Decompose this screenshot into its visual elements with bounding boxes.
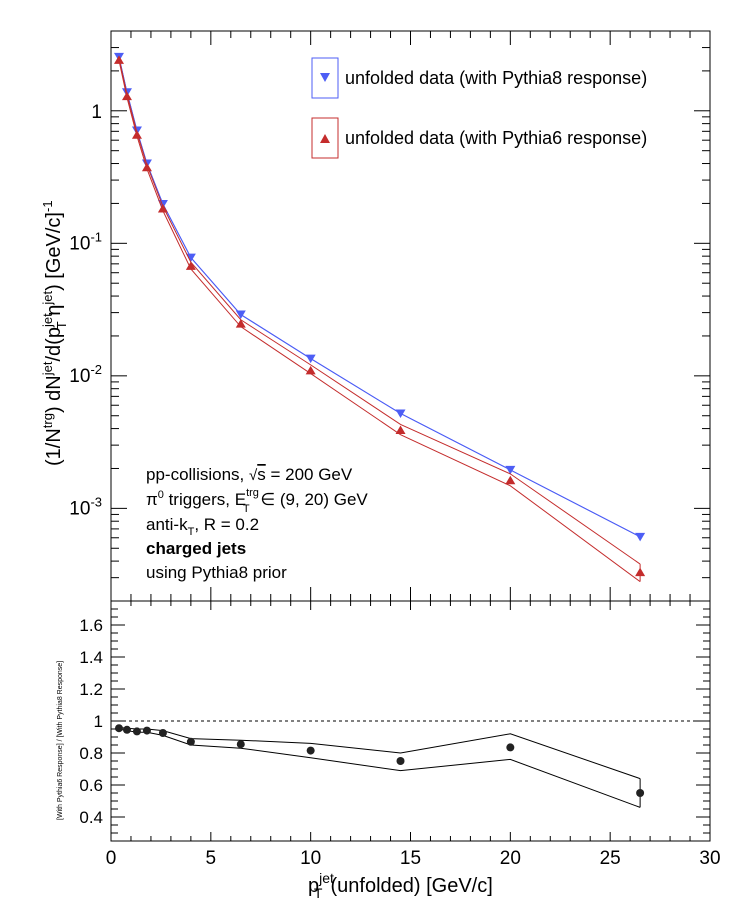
legend-entry-pythia8: unfolded data (with Pythia8 response) (311, 57, 647, 99)
bottom-y-axis-label: [With Pythia6 Response] / [With Pythia8 … (57, 661, 64, 820)
ratio-point (114, 724, 123, 733)
bottom-y-tick-label: 1.2 (79, 680, 103, 699)
x-axis-label: pjet T (unfolded) [GeV/c] (308, 870, 493, 901)
x-tick-label: 0 (106, 848, 117, 869)
ratio-point (306, 746, 315, 755)
annotation-triggers: π0 triggers, Etrg T ∈ (9, 20) GeV (146, 487, 368, 515)
data-point (635, 532, 646, 542)
bottom-plot-frame (110, 600, 711, 842)
x-tick-label: 15 (400, 848, 421, 869)
data-point (305, 365, 316, 375)
data-point (635, 567, 646, 577)
annotation-algorithm: anti-kT, R = 0.2 (146, 515, 259, 538)
bottom-y-tick-label: 1.4 (79, 648, 103, 667)
top-y-tick-label: 1 (91, 102, 102, 123)
data-point (157, 204, 168, 213)
data-point (235, 319, 246, 328)
top-y-axis-label: (1/Ntrg) dNjet/d(pjetT ηjet) [GeV/c]-1 (40, 200, 69, 466)
data-point (131, 130, 142, 139)
bottom-y-tick-label: 0.4 (79, 808, 103, 827)
x-tick-label: 30 (699, 848, 720, 869)
annotation-prior: using Pythia8 prior (146, 563, 287, 582)
ratio-point (396, 757, 405, 765)
data-point (121, 91, 132, 101)
legend-entry-pythia6: unfolded data (with Pythia6 response) (311, 117, 647, 159)
bottom-axes: 0 5 10 15 20 25 30 0.4 0.6 0.8 1 1.2 1.4 1.6 (79, 601, 721, 869)
top-y-tick-label: 10-3 (69, 494, 102, 519)
top-axes: 10-3 10-2 10-1 1 (69, 30, 711, 602)
legend-line-pythia6 (311, 117, 339, 159)
data-point (185, 261, 196, 270)
legend-marker-pythia8 (320, 73, 330, 82)
data-point (141, 162, 152, 172)
ratio-point (186, 737, 195, 746)
bottom-y-tick-label: 0.6 (79, 776, 103, 795)
data-point (235, 310, 246, 320)
x-tick-label: 5 (206, 848, 217, 869)
ratio-point (122, 725, 131, 734)
data-point (395, 425, 406, 435)
annotation-charged-jets: charged jets (146, 539, 246, 558)
annotation-collisions: pp-collisions, √s = 200 GeV (146, 465, 353, 484)
legend-line-pythia8 (311, 57, 339, 99)
ratio-point (132, 727, 141, 736)
legend-label-pythia8: unfolded data (with Pythia8 response) (345, 68, 647, 88)
x-tick-label: 20 (500, 848, 521, 869)
x-tick-label: 10 (300, 848, 321, 869)
legend-label-pythia6: unfolded data (with Pythia6 response) (345, 128, 647, 148)
ratio-point (236, 740, 245, 749)
top-data (113, 52, 646, 583)
data-point (505, 465, 516, 475)
bottom-y-tick-label: 0.8 (79, 744, 103, 763)
ratio-point (142, 726, 151, 735)
ratio-point (158, 729, 167, 737)
ratio-point (506, 743, 515, 752)
bottom-data (111, 720, 710, 808)
data-point (395, 409, 406, 418)
legend-marker-pythia6 (320, 134, 330, 143)
ratio-band-upper (118, 726, 641, 780)
top-y-tick-label: 10-1 (69, 229, 102, 254)
ratio-band-lower (118, 728, 641, 808)
annotation-block: pp-collisions, √s = 200 GeV π0 triggers,… (146, 465, 368, 582)
ratio-point (636, 789, 645, 797)
legend: unfolded data (with Pythia8 response) un… (311, 57, 647, 159)
data-point (185, 253, 196, 263)
data-point (305, 354, 316, 364)
data-point (505, 475, 516, 485)
data-point (113, 55, 124, 64)
x-tick-label: 25 (600, 848, 621, 869)
bottom-y-tick-label: 1.6 (79, 616, 103, 635)
bottom-y-tick-label: 1 (94, 712, 103, 731)
top-y-tick-label: 10-2 (69, 362, 102, 387)
